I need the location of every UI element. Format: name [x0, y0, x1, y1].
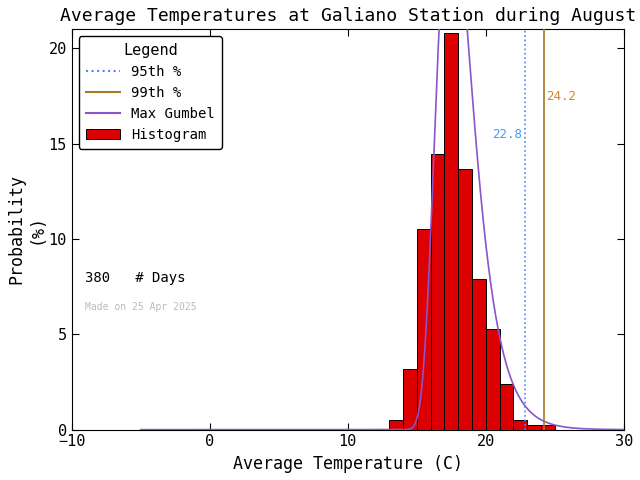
Bar	[403, 370, 417, 430]
Bar	[541, 425, 555, 430]
Y-axis label: Probability
(%): Probability (%)	[7, 174, 45, 285]
Bar	[513, 420, 527, 430]
Bar	[389, 420, 403, 430]
Bar	[486, 329, 500, 430]
Legend: 95th %, 99th %, Max Gumbel, Histogram: 95th %, 99th %, Max Gumbel, Histogram	[79, 36, 222, 149]
Text: Made on 25 Apr 2025: Made on 25 Apr 2025	[86, 301, 197, 312]
Bar	[431, 154, 444, 430]
Text: 24.2: 24.2	[546, 89, 576, 103]
Bar	[417, 229, 431, 430]
Bar	[444, 33, 458, 430]
Text: 380   # Days: 380 # Days	[86, 272, 186, 286]
Bar	[500, 384, 513, 430]
Bar	[458, 169, 472, 430]
Bar	[527, 425, 541, 430]
Title: Average Temperatures at Galiano Station during August: Average Temperatures at Galiano Station …	[60, 7, 636, 25]
Text: 22.8: 22.8	[492, 128, 522, 141]
Bar	[472, 279, 486, 430]
X-axis label: Average Temperature (C): Average Temperature (C)	[233, 455, 463, 473]
